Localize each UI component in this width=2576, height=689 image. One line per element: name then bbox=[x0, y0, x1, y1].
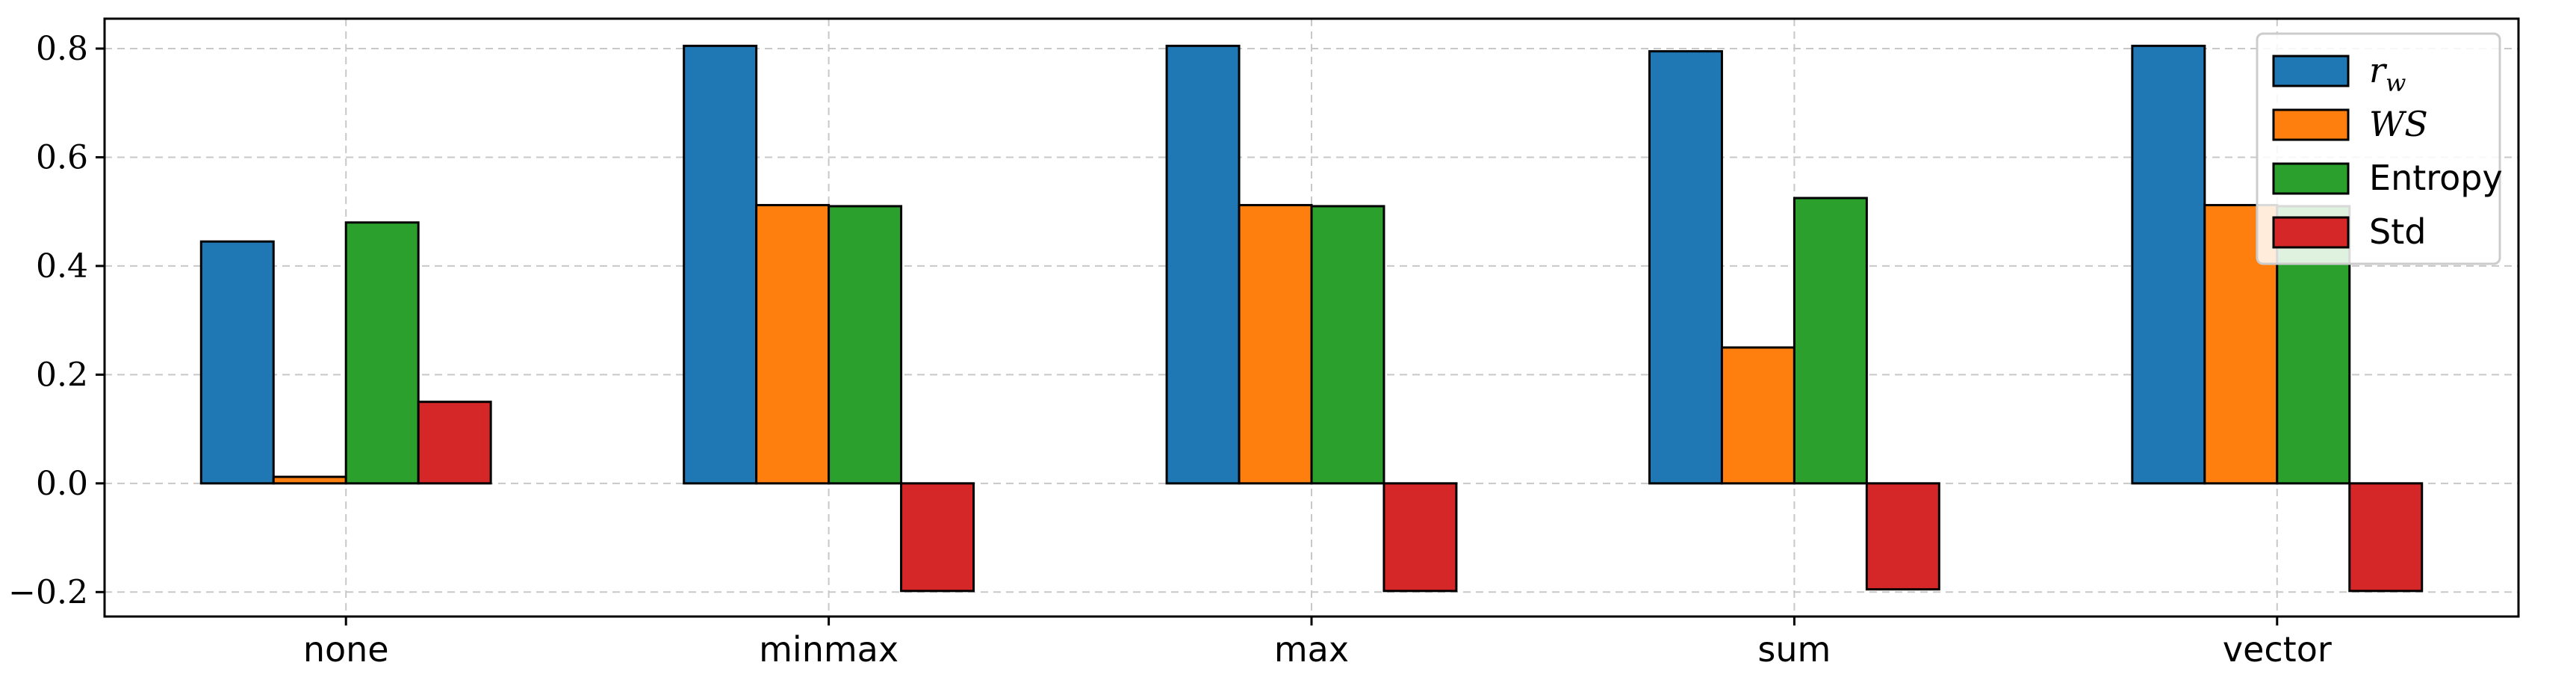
bar-r-w-none bbox=[199, 240, 275, 485]
plot-frame bbox=[103, 17, 2520, 618]
bar-std-sum bbox=[1865, 482, 1940, 591]
legend-label: Entropy bbox=[2369, 158, 2503, 198]
bar-entropy-none bbox=[344, 221, 420, 485]
y-tick-label: −0.2 bbox=[8, 573, 88, 611]
y-tick-label: 0.8 bbox=[36, 30, 88, 68]
x-tick-label: vector bbox=[2223, 629, 2332, 670]
bar-std-vector bbox=[2348, 482, 2424, 593]
y-tick-label: 0.2 bbox=[36, 356, 88, 394]
bar-ws-minmax bbox=[755, 203, 831, 485]
y-tick-label: 0.6 bbox=[36, 138, 88, 176]
legend-box bbox=[2256, 32, 2501, 265]
bar-r-w-max bbox=[1165, 44, 1241, 485]
bar-std-max bbox=[1382, 482, 1458, 593]
y-tick-label: 0.0 bbox=[36, 465, 88, 503]
bar-std-none bbox=[417, 401, 492, 485]
bar-r-w-vector bbox=[2131, 44, 2206, 485]
bar-ws-max bbox=[1238, 203, 1313, 485]
legend-swatch bbox=[2272, 55, 2350, 87]
legend-swatch bbox=[2272, 162, 2350, 195]
bar-entropy-minmax bbox=[828, 205, 903, 485]
legend-swatch bbox=[2272, 216, 2350, 249]
x-tick-label: sum bbox=[1757, 629, 1831, 670]
x-tick-label: none bbox=[303, 629, 389, 670]
x-axis-ticks: none minmax max sum vector bbox=[303, 617, 2332, 670]
bar-entropy-sum bbox=[1793, 197, 1868, 485]
bar-ws-none bbox=[272, 475, 347, 485]
bars bbox=[199, 44, 2424, 593]
x-tick-label: max bbox=[1274, 629, 1349, 670]
legend-label: WS bbox=[2369, 104, 2428, 144]
y-axis-ticks: −0.2 0.0 0.2 0.4 0.6 0.8 bbox=[8, 30, 105, 611]
x-tick-label: minmax bbox=[759, 629, 899, 670]
legend-swatch bbox=[2272, 108, 2350, 141]
bar-r-w-minmax bbox=[683, 44, 758, 485]
bar-std-minmax bbox=[900, 482, 975, 593]
bar-r-w-sum bbox=[1648, 50, 1723, 485]
legend-label: Std bbox=[2369, 211, 2426, 252]
bar-entropy-max bbox=[1310, 205, 1385, 485]
bar-ws-sum bbox=[1720, 346, 1796, 485]
y-tick-label: 0.4 bbox=[36, 247, 88, 285]
